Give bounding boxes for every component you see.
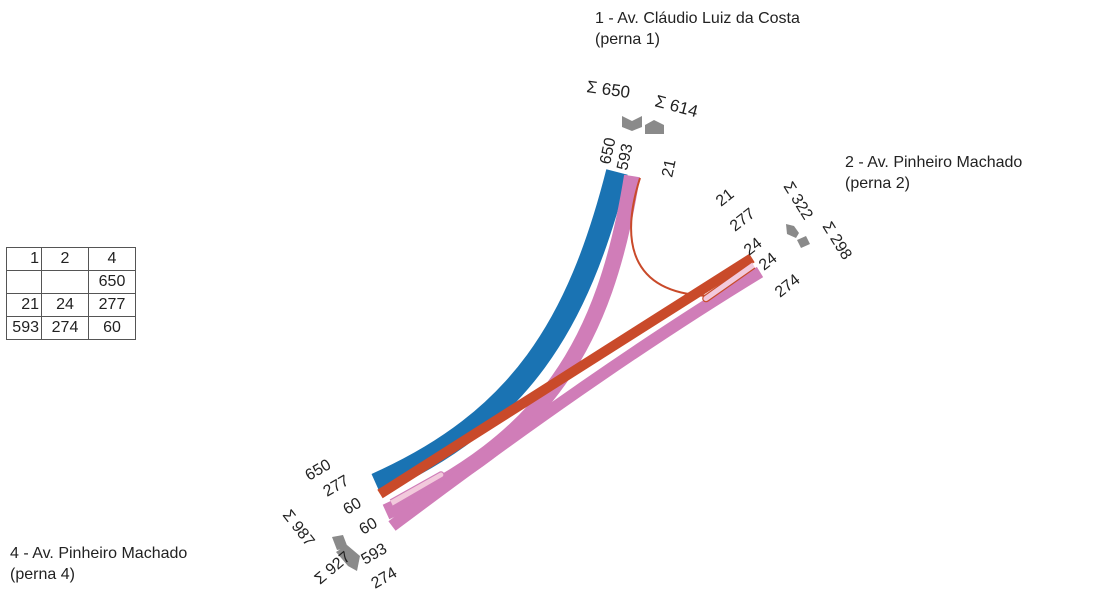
od-cell: 277 [88, 293, 136, 317]
leg4-out-arrow-icon [336, 545, 360, 571]
flow-band-1-to-4 [371, 169, 628, 495]
leg2-sum-in: Σ 322 [780, 179, 816, 223]
leg2-out-arrow-icon [797, 236, 810, 248]
leg1-sum-out: Σ 614 [653, 92, 700, 122]
leg1-flow-593: 593 [614, 142, 636, 172]
leg1-flow-21: 21 [659, 158, 679, 179]
od-matrix-row: 593 274 60 [6, 316, 136, 340]
od-cell: 60 [88, 316, 136, 340]
leg4-sub: (perna 4) [10, 566, 75, 583]
leg1-out-arrow-icon [645, 120, 664, 134]
leg2-sub: (perna 2) [845, 175, 910, 192]
leg1-name: 1 - Av. Cláudio Luiz da Costa [595, 10, 800, 27]
flow-band-2-to-4 [377, 253, 755, 499]
leg1-sub: (perna 1) [595, 31, 660, 48]
leg2-sum-out: Σ 298 [819, 219, 855, 263]
leg4-sum-in: Σ 987 [279, 507, 318, 550]
leg4-label: 4 - Av. Pinheiro Machado (perna 4) [10, 543, 187, 585]
od-matrix-header: 1 2 4 [6, 247, 136, 271]
leg4-flow-593: 593 [359, 540, 391, 568]
leg1-flow-650: 650 [597, 136, 619, 166]
leg2-flow-274: 274 [772, 271, 804, 301]
leg2-flow-277: 277 [727, 205, 759, 235]
leg4-flow-277: 277 [321, 472, 353, 500]
uturn-loop-leg4 [389, 471, 445, 507]
leg2-name: 2 - Av. Pinheiro Machado [845, 154, 1023, 171]
od-cell: 593 [6, 316, 42, 340]
leg1-in-arrow-icon [622, 116, 642, 131]
leg1-sum-in: Σ 650 [585, 77, 631, 102]
flow-band-1-to-2 [630, 177, 751, 298]
leg4-sum-out: Σ 927 [312, 549, 354, 588]
leg4-flow-274: 274 [369, 564, 401, 592]
flow-band-4-to-2 [388, 266, 764, 531]
leg4-in-arrow-icon [332, 535, 348, 550]
od-matrix: 1 2 4 650 21 24 277 593 274 60 [6, 247, 136, 340]
od-cell: 24 [41, 293, 89, 317]
od-matrix-row: 650 [6, 270, 136, 294]
uturn-loop-leg2 [702, 261, 756, 303]
leg4-name: 4 - Av. Pinheiro Machado [10, 545, 188, 562]
leg2-in-arrow-icon [786, 224, 799, 238]
od-matrix-row: 21 24 277 [6, 293, 136, 317]
arrow-glyphs [332, 116, 810, 571]
leg2-flow-24b: 24 [756, 250, 781, 274]
od-cell: 274 [41, 316, 89, 340]
leg1-label: 1 - Av. Cláudio Luiz da Costa (perna 1) [595, 8, 800, 50]
leg2-label: 2 - Av. Pinheiro Machado (perna 2) [845, 152, 1022, 194]
od-header-cell: 1 [6, 247, 42, 271]
od-cell: 21 [6, 293, 42, 317]
leg4-flow-60b: 60 [357, 515, 381, 539]
leg2-flow-21: 21 [713, 186, 738, 210]
leg4-flow-60a: 60 [341, 495, 365, 519]
